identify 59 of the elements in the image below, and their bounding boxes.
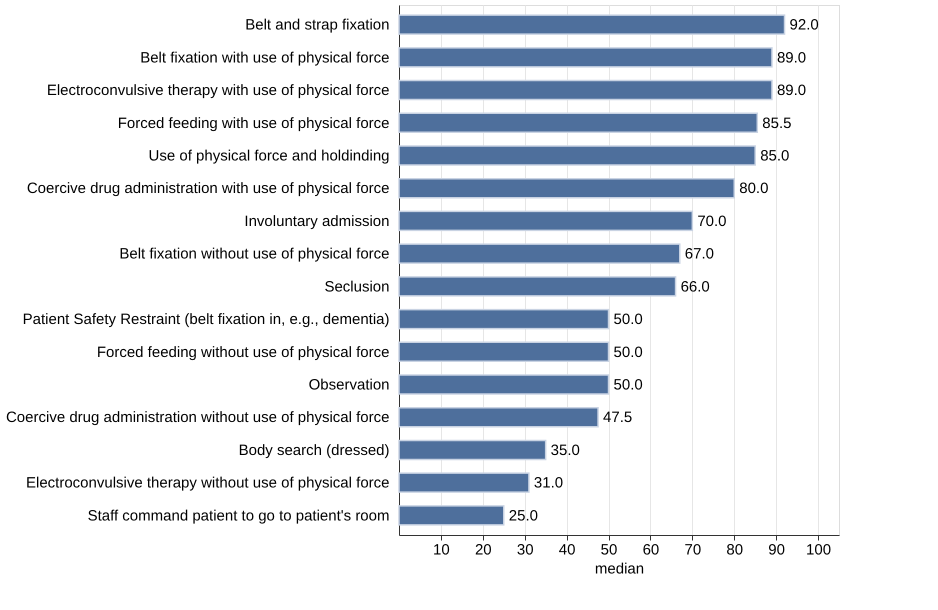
x-tick-label: 80	[726, 542, 744, 558]
data-label: 25.0	[508, 507, 538, 524]
y-tick-label: Coercive drug administration without use of physical force	[6, 409, 390, 426]
x-tick-label: 20	[474, 542, 492, 558]
data-label: 89.0	[776, 82, 806, 100]
bar	[398, 342, 610, 362]
y-tick-label: Belt and strap fixation	[245, 16, 390, 34]
y-tick-label: Observation	[308, 376, 390, 394]
data-label: 70.0	[697, 212, 727, 230]
bar	[398, 47, 773, 68]
bar	[398, 112, 758, 134]
data-label: 85.5	[762, 114, 792, 132]
y-tick-label: Body search (dressed)	[238, 442, 390, 459]
bar	[398, 210, 694, 232]
y-tick-label: Forced feeding without use of physical force	[96, 344, 390, 361]
bar	[398, 80, 773, 100]
y-tick-label: Use of physical force and holdinding	[148, 147, 390, 164]
data-label: 50.0	[614, 376, 643, 394]
bar	[398, 308, 610, 330]
data-label: 92.0	[790, 16, 819, 34]
data-label: 50.0	[614, 311, 643, 328]
y-tick-label: Involuntary admission	[244, 212, 390, 230]
bar	[398, 178, 735, 198]
data-label: 85.0	[760, 147, 790, 164]
data-label: 31.0	[534, 474, 564, 492]
data-label: 80.0	[739, 180, 768, 198]
y-tick-label: Electroconvulsive therapy without use of physical force	[26, 474, 390, 492]
x-tick-label: 60	[642, 542, 660, 558]
x-tick-label: 50	[600, 542, 618, 558]
y-tick-label: Staff command patient to go to patient's room	[88, 507, 390, 524]
x-tick-label: 10	[433, 542, 450, 558]
y-tick-label: Electroconvulsive therapy with use of physical force	[46, 82, 390, 100]
data-label: 89.0	[776, 49, 806, 66]
y-tick-label: Belt fixation without use of physical force	[119, 246, 390, 263]
y-tick-label: Coercive drug administration with use of physical force	[26, 180, 390, 198]
data-label: 47.5	[603, 409, 632, 426]
y-tick-label: Patient Safety Restraint (belt fixation in, e.g., dementia)	[22, 311, 390, 328]
x-tick-label: 70	[684, 542, 702, 558]
bar	[398, 243, 681, 264]
x-tick-label: 100	[806, 542, 832, 558]
bar	[398, 406, 599, 428]
x-tick-label: 90	[768, 542, 785, 558]
bar	[398, 14, 786, 35]
bar	[398, 145, 756, 166]
bar	[398, 472, 530, 493]
bar	[398, 440, 546, 460]
data-label: 50.0	[614, 344, 643, 361]
bar	[398, 505, 505, 526]
y-tick-label: Belt fixation with use of physical force	[140, 49, 390, 66]
data-label: 66.0	[680, 278, 710, 296]
x-axis-title: median	[594, 560, 644, 578]
y-tick-label: Seclusion	[324, 278, 390, 296]
bar	[398, 374, 610, 395]
data-label: 67.0	[684, 246, 714, 263]
x-tick-label: 30	[516, 542, 534, 558]
x-tick-label: 40	[558, 542, 576, 558]
bar	[398, 276, 676, 297]
y-tick-label: Forced feeding with use of physical force	[118, 114, 390, 132]
data-label: 35.0	[550, 442, 580, 459]
